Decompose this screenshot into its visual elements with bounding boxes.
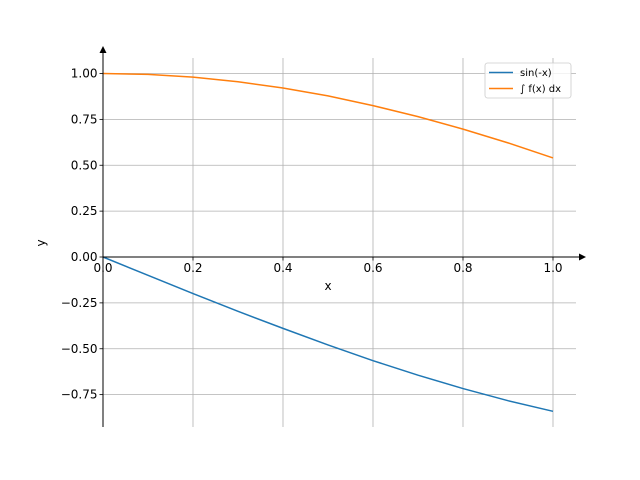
legend-label-2: ∫ f(x) dx	[520, 84, 561, 95]
y-tick-label: −0.75	[61, 388, 98, 402]
x-axis-label: x	[324, 279, 331, 293]
x-tick-label: 0.8	[453, 261, 472, 275]
y-tick-label: 0.50	[71, 158, 98, 172]
y-tick-label: 0.25	[71, 204, 98, 218]
legend-label-1: sin(-x)	[520, 68, 552, 79]
y-tick-label: 1.00	[71, 67, 98, 81]
y-tick-label: −0.25	[61, 296, 98, 310]
grid	[102, 58, 576, 427]
series-line-1	[102, 256, 554, 413]
x-axis-arrow	[579, 253, 586, 261]
y-tick-label: −0.50	[61, 342, 98, 356]
series-layer	[102, 72, 554, 413]
y-axis-label: y	[34, 239, 48, 246]
x-tick-label: 0.4	[273, 261, 292, 275]
series-line-2	[102, 72, 554, 159]
ticks: 0.0 0.2 0.4 0.6 0.8 1.0 −0.75 −0.50 −0.25 0.00 0.2…	[61, 67, 563, 402]
y-tick-label: 0.75	[71, 112, 98, 126]
y-axis-arrow	[99, 46, 107, 53]
x-tick-label: 0.2	[183, 261, 202, 275]
y-tick-label: 0.00	[71, 250, 98, 264]
x-tick-label: 0.0	[93, 261, 112, 275]
legend: sin(-x) ∫ f(x) dx	[484, 62, 572, 99]
axes	[99, 46, 586, 427]
x-tick-label: 1.0	[543, 261, 562, 275]
x-tick-label: 0.6	[363, 261, 382, 275]
